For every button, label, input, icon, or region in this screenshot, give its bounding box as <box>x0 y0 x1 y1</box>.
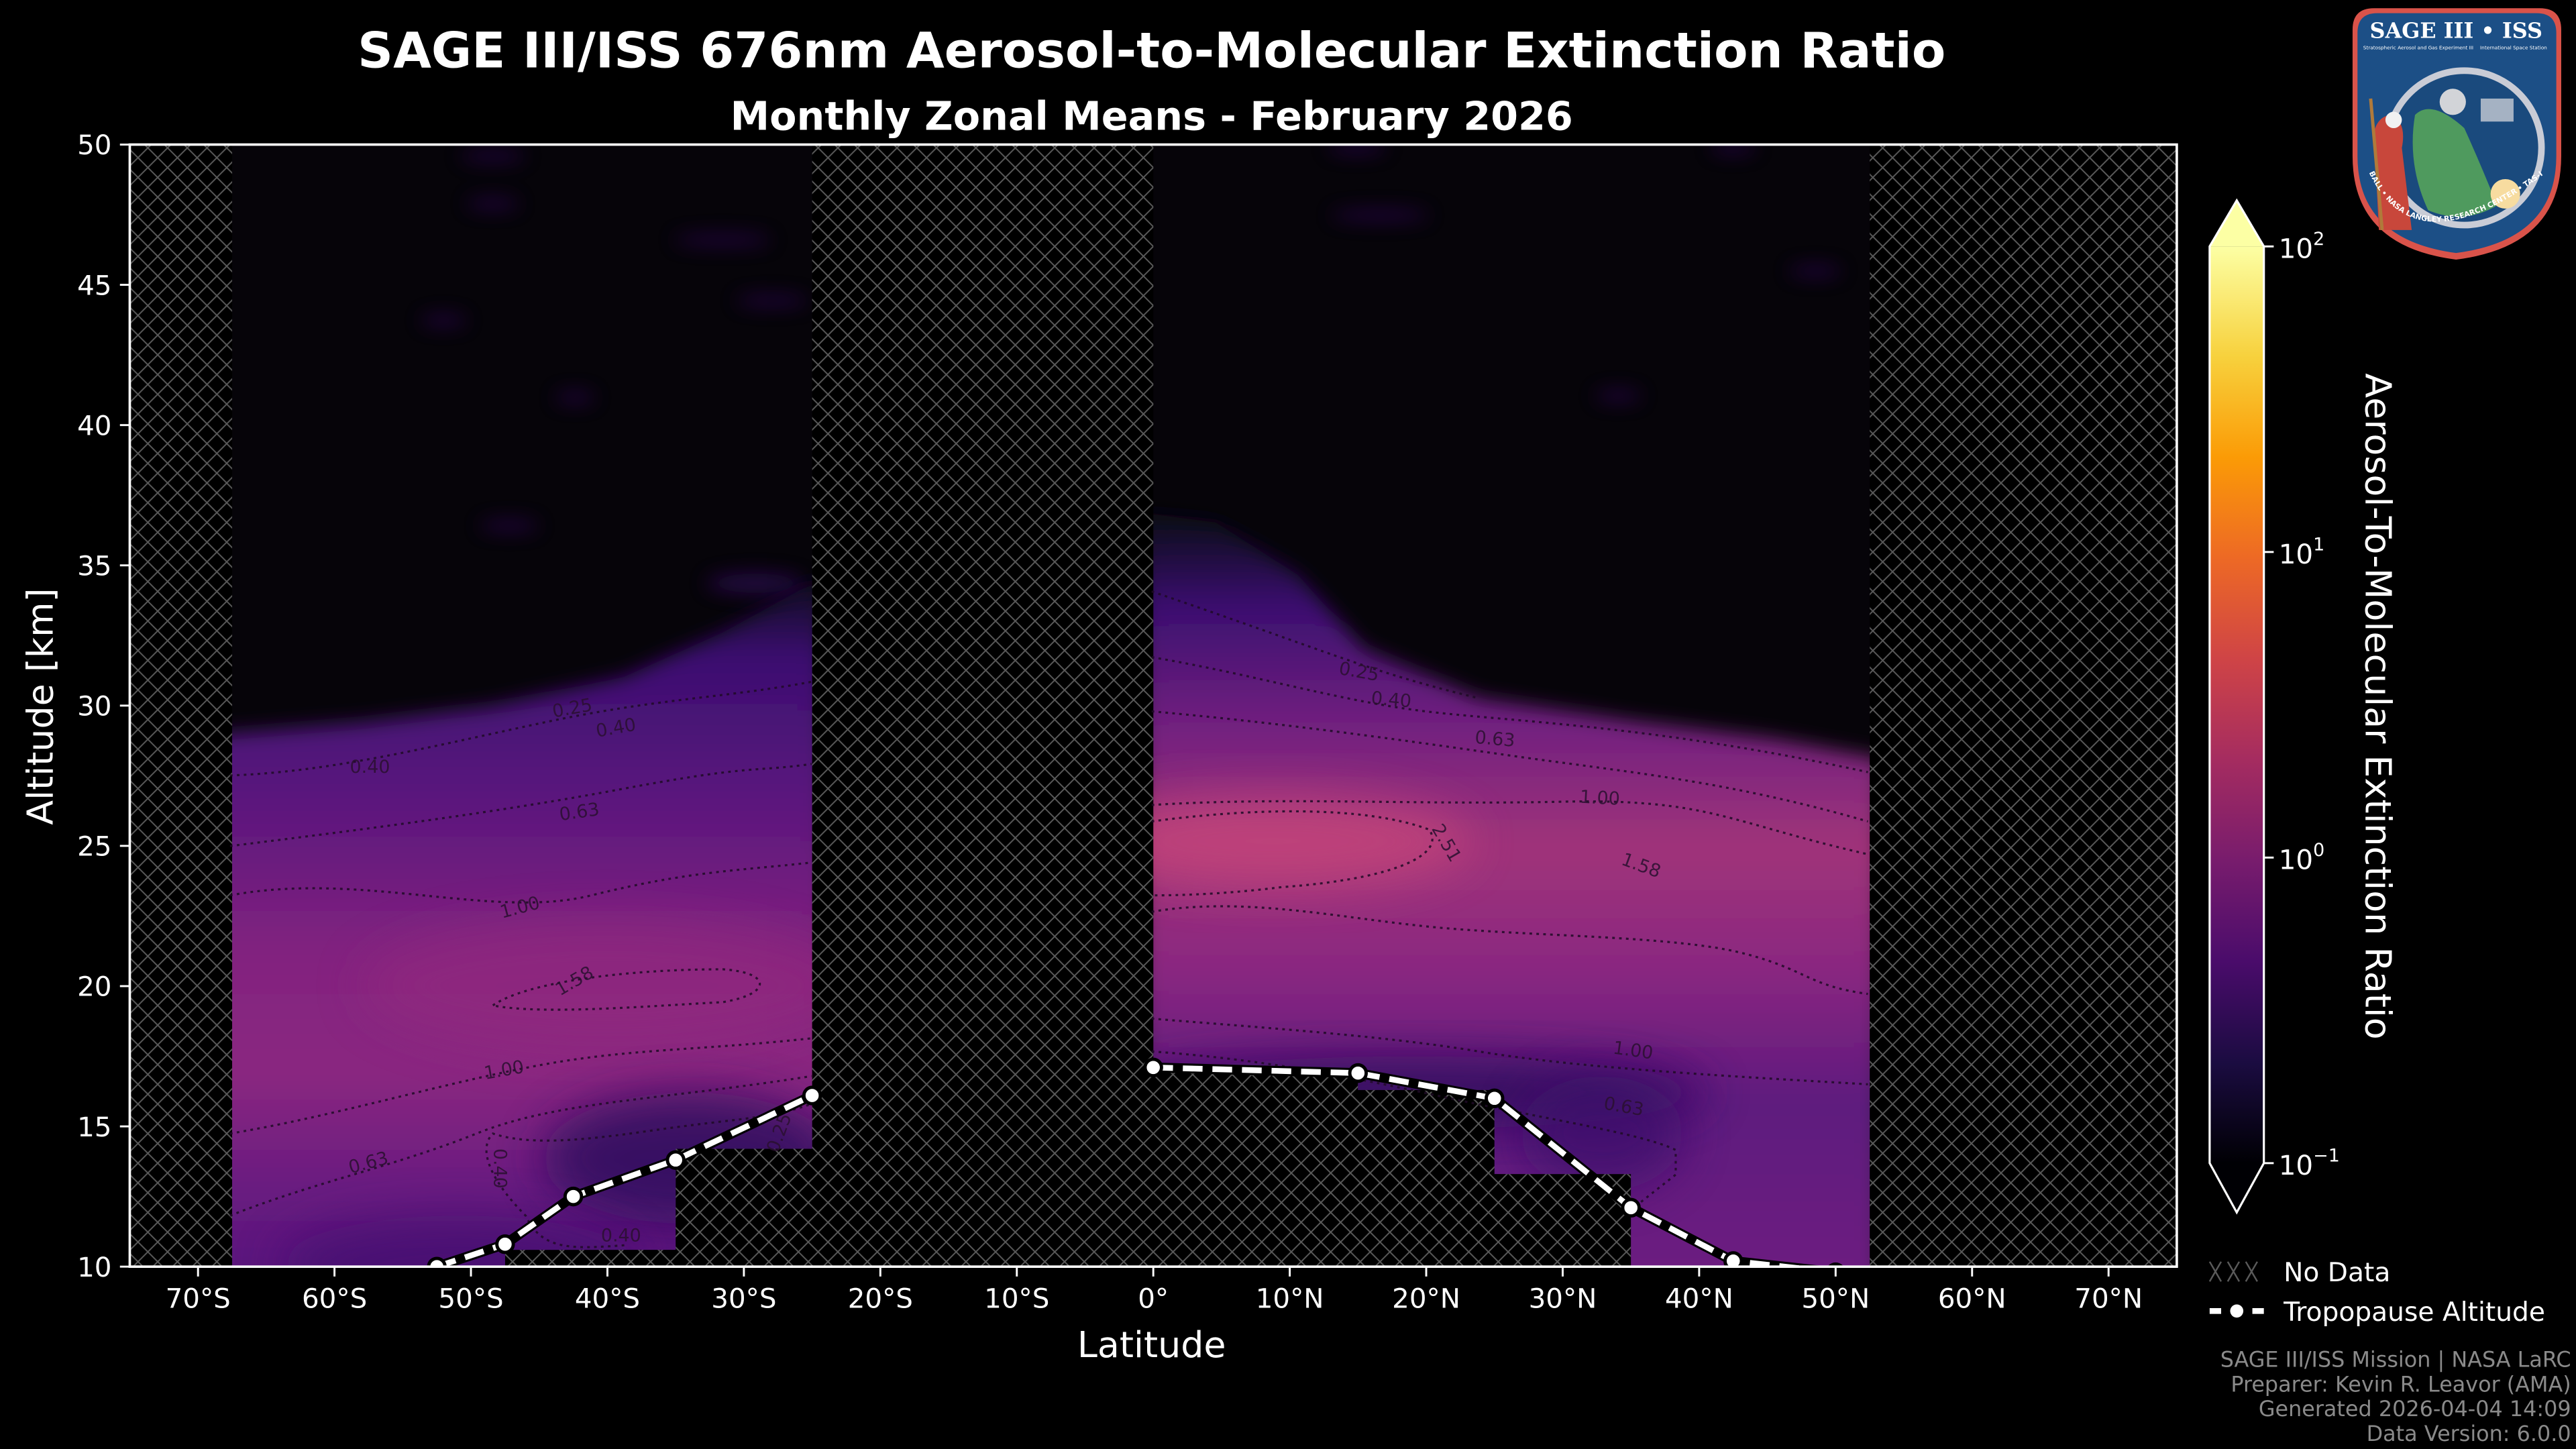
tropopause-point <box>802 1085 822 1106</box>
x-tick-label: 60°S <box>302 1282 367 1314</box>
tropopause-point <box>1485 1088 1505 1108</box>
colorbar-extend-top <box>2209 200 2264 247</box>
y-tick-label: 25 <box>77 830 111 863</box>
y-tick-label: 45 <box>77 269 111 301</box>
legend: No Data Tropopause Altitude <box>2208 1258 2545 1328</box>
contour-line <box>1151 1050 1677 1212</box>
y-axis-label: Altitude [km] <box>19 588 61 824</box>
x-axis: 70°S 60°S 50°S 40°S 30°S 20°S 10°S 0° 10°N 20°N 30… <box>166 1267 2143 1314</box>
contour-line <box>1151 1017 1868 1085</box>
y-tick-label: 20 <box>77 971 111 1003</box>
dashed-line-marker-icon <box>2209 1304 2264 1318</box>
contour-label: 0.40 <box>490 1148 511 1189</box>
contour-label: 0.40 <box>350 757 390 777</box>
chart-subtitle: Monthly Zonal Means - February 2026 <box>731 93 1573 139</box>
legend-item-no-data: No Data <box>2208 1258 2390 1288</box>
contour-line <box>1151 590 1479 700</box>
x-tick-label: 50°S <box>438 1282 503 1314</box>
plot-area: 0.250.400.400.631.001.581.000.63 0.400.40… <box>129 144 2177 1267</box>
contour-line <box>1151 656 1868 773</box>
y-tick-label: 30 <box>77 690 111 722</box>
x-tick-label: 40°N <box>1665 1282 1733 1314</box>
x-tick-label: 50°N <box>1801 1282 1870 1314</box>
legend-item-tropopause: Tropopause Altitude <box>2209 1297 2545 1328</box>
colorbar-extend-bottom <box>2209 1163 2264 1213</box>
colorbar-ticks: 10−1 100 101 102 <box>2263 229 2340 1181</box>
logo-subtitle-left: Stratospheric Aerosol and Gas Experiment… <box>2363 44 2473 50</box>
y-axis: 10 15 20 25 30 35 40 45 50 <box>77 129 130 1283</box>
tropopause-point <box>1621 1197 1641 1218</box>
contour-line <box>490 968 761 1011</box>
tropopause-point <box>495 1234 515 1254</box>
legend-label: No Data <box>2284 1258 2390 1288</box>
tropopause-point <box>1143 1057 1163 1077</box>
y-tick-label: 10 <box>77 1251 111 1283</box>
tropopause-point <box>665 1150 686 1170</box>
logo-subtitle-right: International Space Station <box>2480 44 2547 50</box>
aerosol-max-north <box>1153 795 1470 888</box>
footer-credits: SAGE III/ISS Mission | NASA LaRC Prepare… <box>2220 1347 2571 1446</box>
chart-title: SAGE III/ISS 676nm Aerosol-to-Molecular … <box>358 22 1945 79</box>
contour-lines <box>229 590 1868 1248</box>
contour-label: 0.40 <box>1371 688 1412 712</box>
footer-generated: Generated 2026-04-04 14:09 <box>2259 1396 2571 1421</box>
x-tick-label: 30°N <box>1529 1282 1597 1314</box>
contour-line <box>1151 800 1868 856</box>
footer-mission: SAGE III/ISS Mission | NASA LaRC <box>2220 1347 2571 1373</box>
legend-label: Tropopause Altitude <box>2283 1297 2545 1328</box>
hatch-icon <box>2208 1261 2258 1282</box>
data-swath-south <box>232 144 812 1267</box>
contour-line <box>1151 810 1434 897</box>
y-tick-label: 50 <box>77 129 111 161</box>
footer-data-version: Data Version: 6.0.0 <box>2367 1421 2571 1446</box>
logo-title: SAGE III • ISS <box>2369 17 2542 43</box>
contour-label: 0.40 <box>601 1226 641 1246</box>
colorbar-tick-label: 101 <box>2279 534 2325 570</box>
contour-line <box>1151 905 1868 996</box>
y-tick-label: 35 <box>77 549 111 582</box>
colorbar-tick-label: 10−1 <box>2279 1145 2340 1181</box>
contour-label: 1.00 <box>1579 787 1620 810</box>
x-tick-label: 70°N <box>2074 1282 2143 1314</box>
faint-aerosol-wisps-south <box>420 151 808 594</box>
colorbar-tick-label: 102 <box>2279 229 2325 265</box>
y-tick-label: 15 <box>77 1111 111 1143</box>
colorbar-body <box>2209 246 2264 1163</box>
x-tick-label: 20°S <box>848 1282 913 1314</box>
x-tick-label: 30°S <box>711 1282 776 1314</box>
contour-line <box>229 861 812 904</box>
x-axis-label: Latitude <box>1077 1324 1226 1366</box>
x-tick-label: 20°N <box>1392 1282 1460 1314</box>
contour-label: 0.63 <box>1474 727 1515 751</box>
x-tick-label: 70°S <box>166 1282 231 1314</box>
colorbar: 10−1 100 101 102 Aerosol-To-Molecular Extin… <box>2208 198 2400 1215</box>
tropopause-point <box>1348 1063 1368 1083</box>
x-tick-label: 60°N <box>1938 1282 2006 1314</box>
tropopause-point <box>427 1256 447 1267</box>
y-tick-label: 40 <box>77 409 111 441</box>
footer-preparer: Preparer: Kevin R. Leavor (AMA) <box>2231 1371 2571 1397</box>
x-tick-label: 40°S <box>575 1282 640 1314</box>
aerosol-max-south <box>361 920 812 1052</box>
contour-line <box>485 1103 812 1248</box>
colorbar-label: Aerosol-To-Molecular Extinction Ratio <box>2357 373 2400 1039</box>
x-tick-label: 10°S <box>984 1282 1049 1314</box>
x-tick-label: 0° <box>1138 1282 1169 1314</box>
tropopause-line <box>1153 1064 1811 1267</box>
tropopause-point <box>1723 1251 1743 1267</box>
tropopause-point <box>563 1186 584 1207</box>
colorbar-tick-label: 100 <box>2279 840 2325 876</box>
x-tick-label: 10°N <box>1256 1282 1324 1314</box>
